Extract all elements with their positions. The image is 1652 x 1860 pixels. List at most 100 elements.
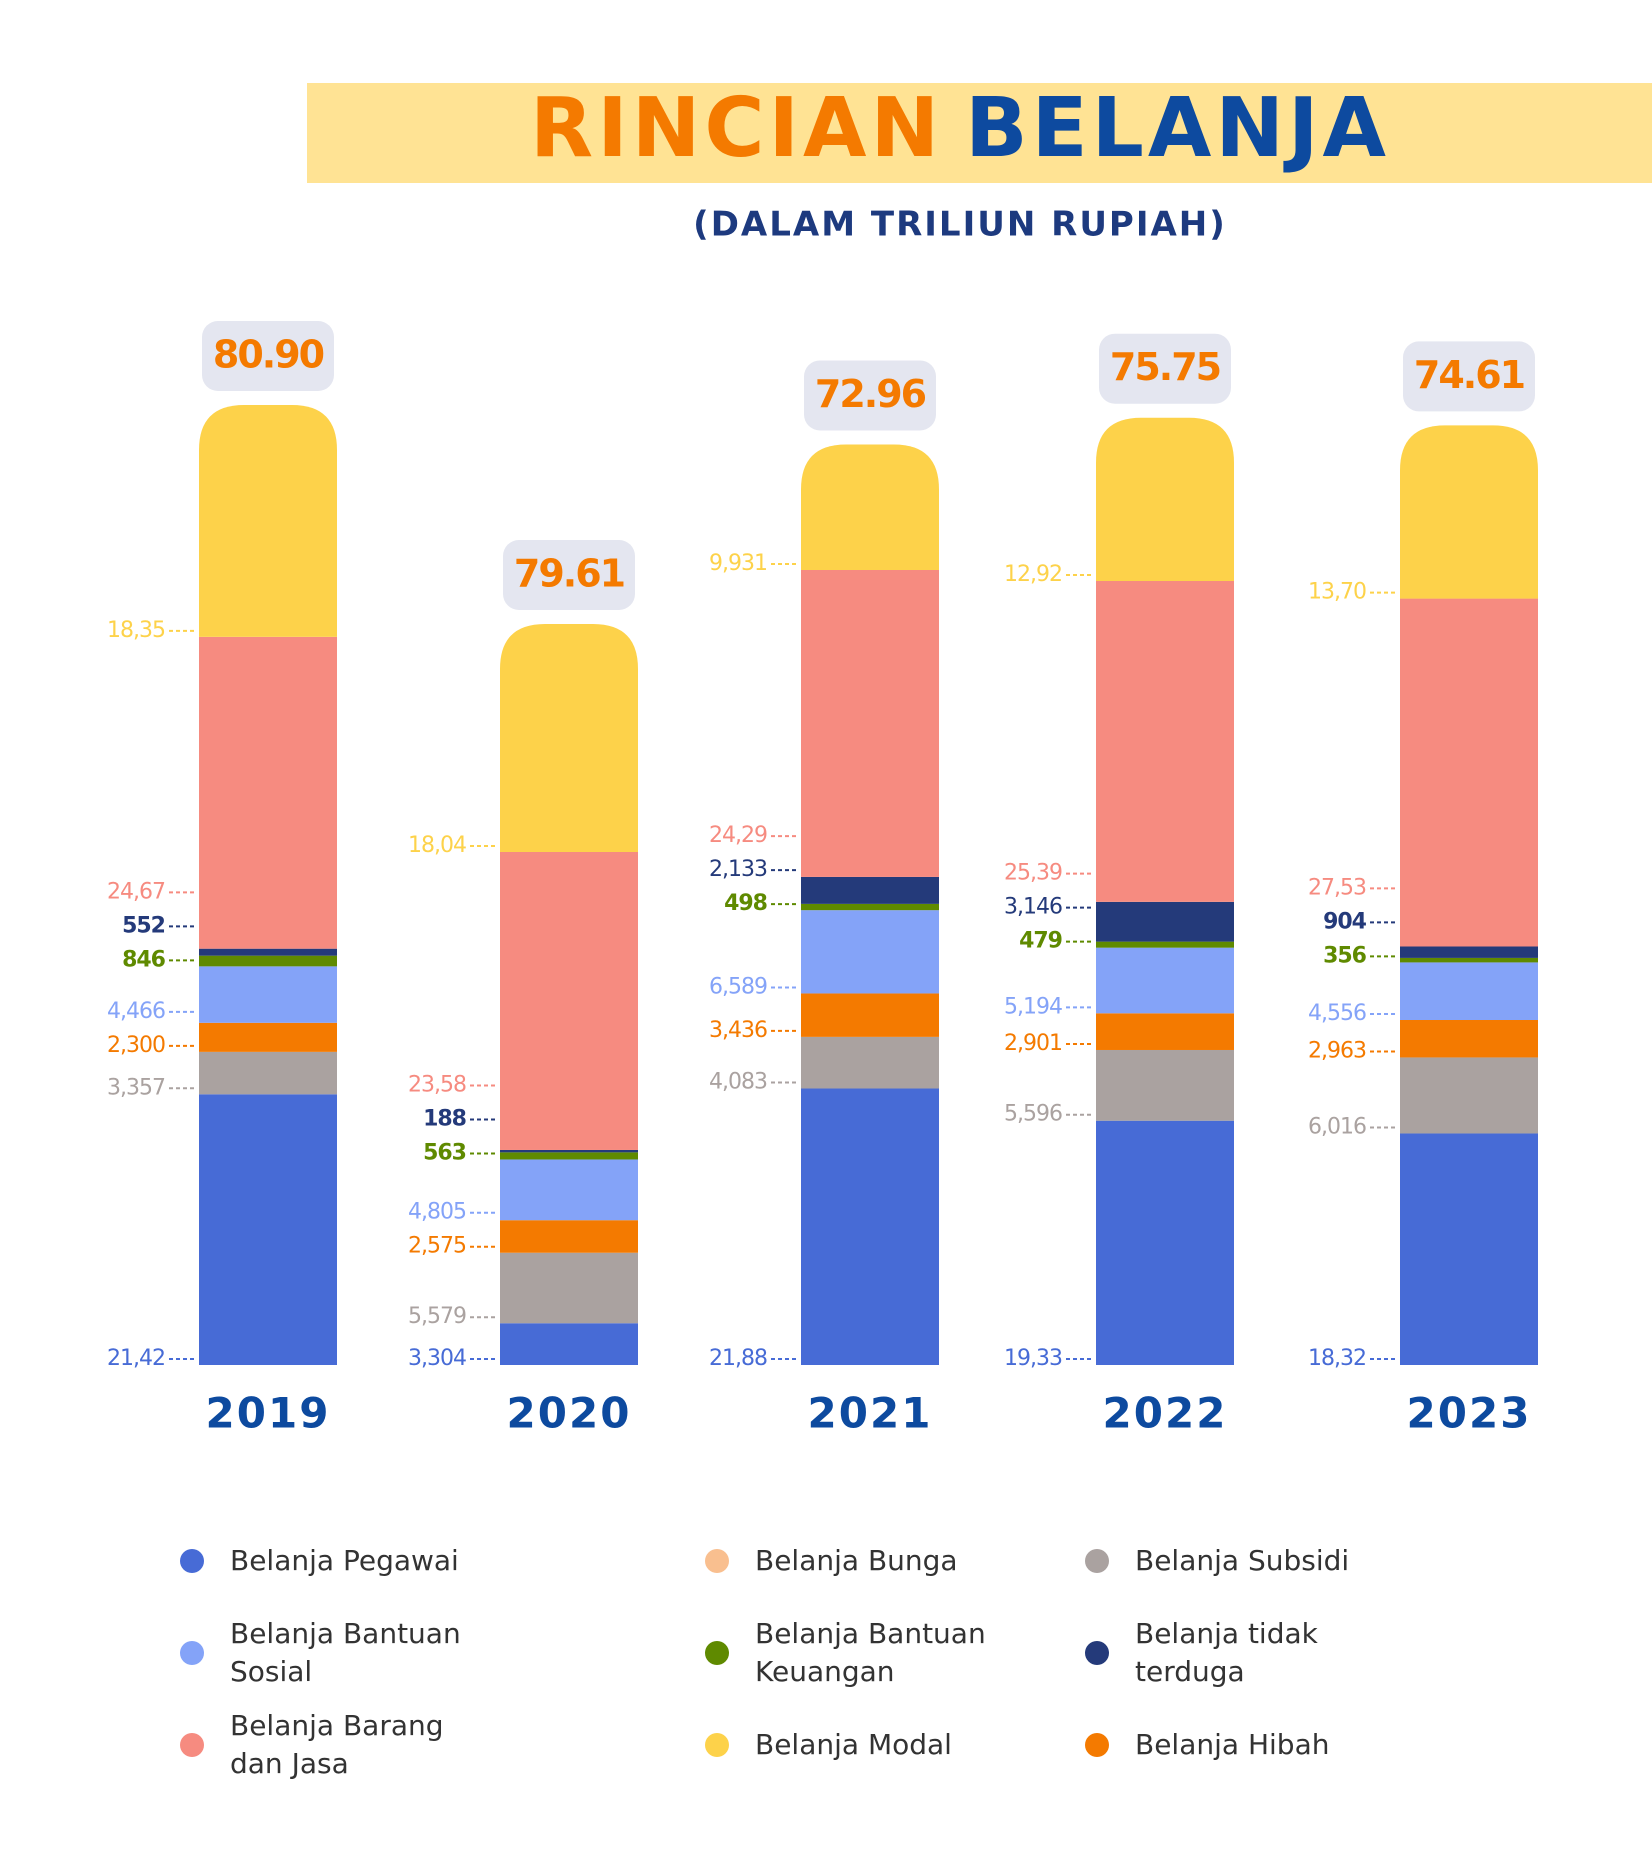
bar-segment xyxy=(1096,1049,1234,1121)
bar-segment xyxy=(801,444,939,570)
value-label: 846 xyxy=(122,947,166,972)
x-tick-label: 2021 xyxy=(808,1389,933,1438)
value-label: 24,29 xyxy=(709,823,767,848)
bar-segment xyxy=(801,1088,939,1365)
x-tick-label: 2022 xyxy=(1103,1389,1228,1438)
legend-label: Belanja Modal xyxy=(755,1728,952,1762)
value-label: 13,70 xyxy=(1308,580,1366,605)
bar-segment xyxy=(801,903,939,911)
bar-segment xyxy=(199,405,337,637)
title-word: BELANJA xyxy=(965,81,1390,176)
value-label: 6,589 xyxy=(709,974,767,999)
bar-segment xyxy=(801,569,939,877)
legend-label: Belanja Bantuan Sosial xyxy=(230,1617,461,1688)
total-box xyxy=(804,360,936,431)
bar-segment xyxy=(1400,946,1538,958)
value-label: 356 xyxy=(1323,943,1367,968)
x-tick-label: 2023 xyxy=(1407,1389,1532,1438)
value-label: 5,194 xyxy=(1004,994,1062,1019)
legend-swatch xyxy=(705,1549,729,1573)
chart-subtitle: (DALAM TRILIUN RUPIAH) xyxy=(693,205,1227,245)
bar-segment xyxy=(199,966,337,1023)
bar-segment xyxy=(1096,947,1234,1014)
bar-segment xyxy=(1096,580,1234,902)
value-label: 563 xyxy=(423,1140,466,1165)
value-label: 27,53 xyxy=(1308,875,1366,900)
legend-item: Belanja Hibah xyxy=(1085,1699,1480,1791)
value-label: 6,016 xyxy=(1308,1114,1366,1139)
value-label: 21,42 xyxy=(107,1346,165,1371)
total-label: 72.96 xyxy=(815,372,926,416)
total-box xyxy=(1403,341,1535,412)
chart: RINCIAN BELANJA (DALAM TRILIUN RUPIAH) 21… xyxy=(107,81,1652,1438)
bar-segment xyxy=(199,1022,337,1052)
bar-segment xyxy=(199,948,337,956)
bar-segment xyxy=(801,876,939,904)
bar-segment xyxy=(1096,417,1234,581)
bar-segment xyxy=(199,955,337,967)
legend-swatch xyxy=(1085,1641,1109,1665)
value-label: 18,35 xyxy=(107,618,165,643)
bar-segment xyxy=(801,993,939,1037)
legend-label: Belanja Subsidi xyxy=(1135,1544,1350,1578)
legend: Belanja Pegawai Belanja Subsidi Belanja Hi… xyxy=(180,1515,1480,1791)
value-label: 4,556 xyxy=(1308,1001,1366,1026)
legend-label: Belanja tidak terduga xyxy=(1135,1617,1318,1688)
bar-segment xyxy=(500,1159,638,1221)
legend-swatch xyxy=(1085,1549,1109,1573)
bar-segment xyxy=(1096,941,1234,948)
bar-segment xyxy=(1400,957,1538,963)
value-label: 24,67 xyxy=(107,879,165,904)
value-label: 19,33 xyxy=(1004,1346,1062,1371)
legend-item: Belanja Pegawai xyxy=(180,1515,705,1607)
legend-swatch xyxy=(180,1733,204,1757)
bar-segment xyxy=(1400,962,1538,1020)
value-label: 9,931 xyxy=(709,551,767,576)
legend-item: Belanja tidak terduga xyxy=(1085,1607,1480,1699)
value-label: 18,32 xyxy=(1308,1346,1366,1371)
value-label: 23,58 xyxy=(408,1072,466,1097)
bar-segment xyxy=(1096,901,1234,942)
legend-swatch xyxy=(180,1641,204,1665)
value-label: 18,04 xyxy=(408,833,466,858)
legend-label: Belanja Pegawai xyxy=(230,1544,459,1578)
value-label: 4,805 xyxy=(408,1200,466,1225)
value-label: 3,436 xyxy=(709,1018,767,1043)
value-label: 5,579 xyxy=(408,1304,466,1329)
value-label: 25,39 xyxy=(1004,861,1062,886)
bar-segment xyxy=(1400,1057,1538,1134)
legend-label: Belanja Bantuan Keuangan xyxy=(755,1617,986,1688)
bar-segment xyxy=(1400,425,1538,599)
bar-segment xyxy=(1400,1133,1538,1365)
total-label: 80.90 xyxy=(213,333,324,377)
legend-item: Belanja Subsidi xyxy=(1085,1515,1480,1607)
value-label: 3,304 xyxy=(408,1346,466,1371)
bar-segment xyxy=(500,1323,638,1365)
title-band xyxy=(307,83,1652,183)
total-label: 75.75 xyxy=(1110,345,1220,389)
value-label: 2,575 xyxy=(408,1234,466,1259)
total-box xyxy=(503,539,635,610)
bar-segment xyxy=(199,1051,337,1095)
value-label: 2,963 xyxy=(1308,1038,1366,1063)
value-label: 904 xyxy=(1323,909,1367,934)
legend-swatch xyxy=(180,1549,204,1573)
value-label: 498 xyxy=(724,891,767,916)
bar-segment xyxy=(1400,1019,1538,1058)
x-tick-label: 2019 xyxy=(206,1389,331,1438)
legend-swatch xyxy=(705,1733,729,1757)
value-label: 2,133 xyxy=(709,857,767,882)
value-label: 3,357 xyxy=(107,1075,165,1100)
value-label: 2,300 xyxy=(107,1033,165,1058)
value-label: 4,083 xyxy=(709,1069,767,1094)
value-label: 2,901 xyxy=(1004,1031,1062,1056)
bar-segment xyxy=(500,1252,638,1324)
legend-label: Belanja Hibah xyxy=(1135,1728,1330,1762)
legend-label: Belanja Barang dan Jasa xyxy=(230,1709,444,1780)
legend-swatch xyxy=(1085,1733,1109,1757)
legend-swatch xyxy=(705,1641,729,1665)
total-box xyxy=(202,321,334,391)
total-label: 74.61 xyxy=(1414,353,1524,397)
value-label: 552 xyxy=(122,913,165,938)
value-label: 21,88 xyxy=(709,1346,767,1371)
